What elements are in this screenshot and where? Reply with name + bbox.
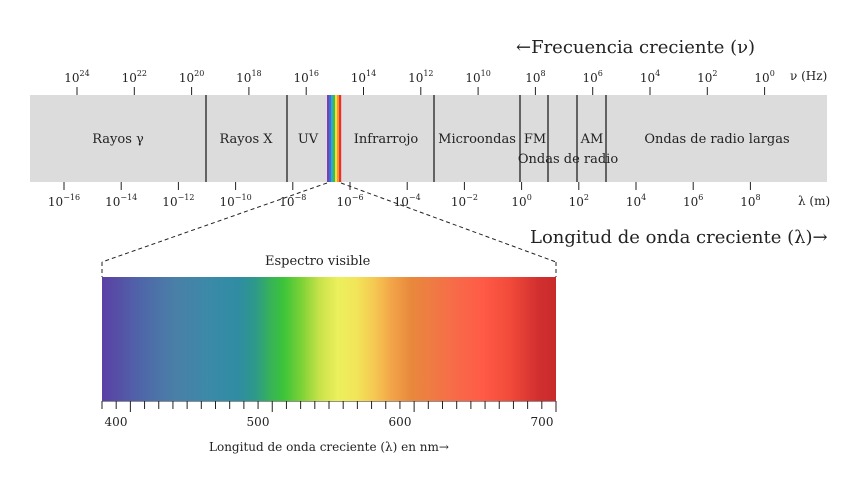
wavelength-tick-label: 102 bbox=[568, 193, 589, 209]
visible-slice-stripe bbox=[333, 95, 336, 182]
frequency-tick-label: 1012 bbox=[408, 69, 434, 85]
connector-right bbox=[340, 182, 557, 263]
visible-spectrum-bar bbox=[102, 277, 556, 401]
frequency-tick-label: 1016 bbox=[293, 69, 319, 85]
wavelength-tick-label: 10−12 bbox=[162, 193, 195, 209]
nm-label-400: 400 bbox=[104, 415, 128, 429]
band-radio-waves: Ondas de radio bbox=[517, 152, 619, 167]
wavelength-tick-label: 108 bbox=[740, 193, 761, 209]
frequency-tick-label: 1018 bbox=[236, 69, 262, 85]
wavelength-title: Longitud de onda creciente (λ)→ bbox=[530, 227, 828, 248]
wavelength-unit: λ (m) bbox=[798, 194, 831, 208]
frequency-tick-label: 1010 bbox=[465, 69, 491, 85]
band-infrared: Infrarrojo bbox=[353, 132, 419, 147]
band-x-rays: Rayos X bbox=[219, 132, 273, 147]
band-microwaves: Microondas bbox=[438, 132, 516, 147]
nm-label-500: 500 bbox=[246, 415, 270, 429]
frequency-tick-label: 108 bbox=[525, 69, 546, 85]
wavelength-tick-label: 104 bbox=[625, 193, 647, 209]
visible-slice-stripe bbox=[335, 95, 338, 182]
visible-slice-stripe bbox=[339, 95, 342, 182]
wavelength-tick-label: 10−16 bbox=[47, 193, 81, 209]
visible-slice-stripe bbox=[337, 95, 340, 182]
band-uv: UV bbox=[297, 132, 319, 147]
visible-slice-stripe bbox=[327, 95, 330, 182]
wavelength-tick-label: 10−10 bbox=[219, 193, 252, 209]
nm-label-700: 700 bbox=[530, 415, 554, 429]
band-gamma-rays: Rayos γ bbox=[92, 132, 144, 147]
wavelength-tick-label: 106 bbox=[683, 193, 704, 209]
frequency-tick-label: 106 bbox=[582, 69, 603, 85]
nm-axis-label: Longitud de onda creciente (λ) en nm→ bbox=[209, 440, 449, 454]
wavelength-tick-label: 10−4 bbox=[393, 193, 421, 209]
frequency-tick-label: 1014 bbox=[350, 69, 377, 85]
nm-label-600: 600 bbox=[388, 415, 412, 429]
spectrum-band-bar bbox=[30, 95, 827, 182]
frequency-tick-label: 102 bbox=[697, 69, 718, 85]
frequency-tick-label: 1020 bbox=[178, 69, 205, 85]
wavelength-tick-label: 10−8 bbox=[279, 193, 307, 209]
wavelength-tick-label: 10−6 bbox=[336, 193, 364, 209]
frequency-tick-label: 1022 bbox=[121, 69, 148, 85]
wavelength-tick-label: 100 bbox=[511, 193, 532, 209]
frequency-tick-label: 1024 bbox=[64, 69, 90, 85]
band-fm: FM bbox=[523, 132, 547, 147]
frequency-tick-label: 100 bbox=[754, 69, 775, 85]
visible-slice-stripe bbox=[331, 95, 334, 182]
wavelength-tick-label: 10−2 bbox=[450, 193, 478, 209]
wavelength-tick-label: 10−14 bbox=[105, 193, 138, 209]
band-am: AM bbox=[580, 132, 604, 147]
frequency-tick-label: 104 bbox=[639, 69, 661, 85]
connector-left bbox=[101, 182, 328, 263]
visible-spectrum-title: Espectro visible bbox=[265, 254, 371, 269]
band-long-radio-waves: Ondas de radio largas bbox=[644, 132, 790, 147]
frequency-unit: ν (Hz) bbox=[790, 69, 828, 83]
frequency-title: ←Frecuencia creciente (ν) bbox=[516, 37, 756, 58]
visible-slice-stripe bbox=[329, 95, 332, 182]
